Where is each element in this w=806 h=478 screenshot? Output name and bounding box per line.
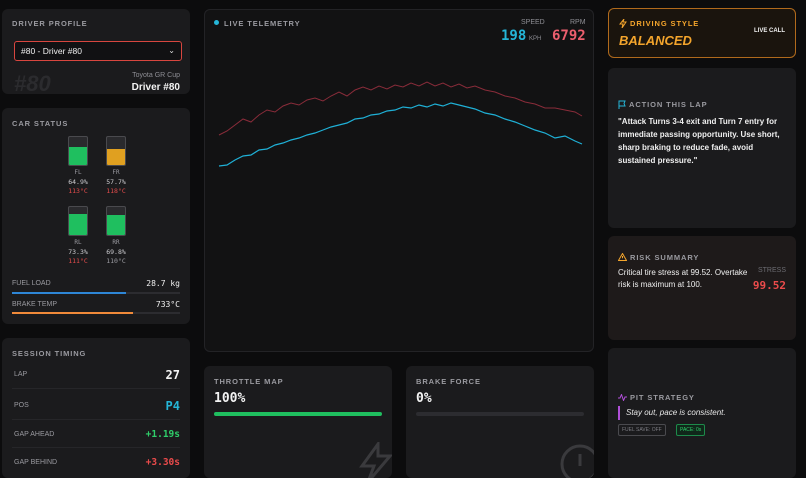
flag-icon (618, 100, 626, 109)
throttle-value: 100% (214, 391, 246, 406)
tire-fl-gauge (68, 136, 88, 166)
driver-select[interactable]: #80 - Driver #80 ⌄ (14, 41, 182, 61)
tire-fl-wear: 64.9% (68, 178, 88, 186)
tire-fr-gauge (106, 136, 126, 166)
brake-force-value: 0% (416, 391, 432, 406)
brake-force-title: BRAKE FORCE (416, 377, 481, 386)
session-timing-title: SESSION TIMING (12, 349, 87, 358)
brake-temp-bar-fill (12, 312, 133, 314)
pit-strategy-title: PIT STRATEGY (630, 393, 695, 402)
driving-style-title: DRIVING STYLE (630, 19, 700, 28)
live-telemetry-panel: LIVE TELEMETRY SPEED RPM 198 KPH 6792 (204, 9, 594, 352)
speed-value: 198 (501, 28, 527, 44)
pit-strategy-panel: PIT STRATEGY Stay out, pace is consisten… (608, 348, 796, 478)
activity-icon (618, 394, 627, 401)
gap-behind-label: GAP BEHIND (14, 459, 58, 466)
speed-unit: KPH (529, 36, 542, 42)
car-status-title: CAR STATUS (12, 119, 69, 128)
throttle-bar-fill (214, 412, 382, 416)
tire-rr-wear: 69.8% (106, 248, 126, 256)
lap-label: LAP (14, 371, 28, 378)
telemetry-chart (218, 81, 583, 167)
gap-ahead-value: +1.19s (145, 429, 180, 440)
row-divider (12, 388, 180, 389)
tire-rr-label: RR (112, 239, 120, 246)
pit-accent-bar (618, 406, 620, 420)
live-dot-icon (214, 20, 219, 25)
stress-value: 99.52 (752, 279, 786, 292)
driving-style-value: BALANCED (619, 33, 692, 48)
gap-ahead-label: GAP AHEAD (14, 431, 55, 438)
speed-trace-line (218, 102, 583, 167)
brake-force-panel: BRAKE FORCE 0% (406, 366, 594, 478)
action-this-lap-panel: ACTION THIS LAP (608, 68, 796, 228)
driver-profile-title: DRIVER PROFILE (12, 19, 88, 28)
driving-style-panel: DRIVING STYLE LIVE CALL BALANCED (608, 8, 796, 58)
tire-rr: RR 69.8% 110°C (88, 206, 144, 265)
risk-summary-title: RISK SUMMARY (630, 253, 700, 262)
fuel-load-bar (12, 292, 180, 294)
action-this-lap-title: ACTION THIS LAP (629, 100, 708, 109)
brake-temp-value: 733°C (155, 300, 180, 309)
speed-label: SPEED (521, 19, 545, 26)
row-divider (12, 419, 180, 420)
brake-force-bar (416, 412, 584, 416)
live-telemetry-title: LIVE TELEMETRY (224, 19, 301, 28)
tire-fl-temp: 113°C (68, 187, 88, 195)
tire-fr-temp: 118°C (106, 187, 126, 195)
car-number: #80 (14, 71, 51, 94)
tire-rr-gauge (106, 206, 126, 236)
tire-fr: FR 57.7% 118°C (88, 136, 144, 195)
driver-select-value: #80 - Driver #80 (21, 46, 82, 56)
rpm-value: 6792 (552, 28, 586, 44)
warning-triangle-icon (618, 253, 627, 261)
brake-temp-label: BRAKE TEMP (12, 301, 57, 308)
fuel-load-label: FUEL LOAD (12, 280, 51, 287)
fuel-load-bar-fill (12, 292, 127, 294)
series-name: Toyota GR Cup (132, 72, 180, 79)
tire-fr-label: FR (112, 169, 120, 176)
tire-rl-label: RL (74, 239, 82, 246)
gap-behind-value: +3.30s (145, 457, 180, 468)
tire-rr-temp: 110°C (106, 257, 126, 265)
throttle-bar (214, 412, 382, 416)
session-timing-panel: SESSION TIMING LAP 27 POS P4 GAP AHEAD +… (2, 338, 190, 478)
alert-circle-icon (560, 444, 594, 478)
tire-fl-label: FL (74, 169, 82, 176)
throttle-map-title: THROTTLE MAP (214, 377, 284, 386)
pos-label: POS (14, 402, 29, 409)
car-status-panel: CAR STATUS FL 64.9% 113°C FR 57.7% 118°C… (2, 108, 190, 324)
pos-value: P4 (165, 399, 180, 413)
risk-text: Critical tire stress at 99.52. Overtake … (618, 268, 748, 289)
tire-rl: RL 73.3% 111°C (50, 206, 106, 265)
tire-rl-gauge (68, 206, 88, 236)
fuel-load-value: 28.7 kg (146, 279, 180, 288)
pit-text: Stay out, pace is consistent. (626, 408, 726, 417)
risk-summary-panel: RISK SUMMARY STRESS 99.52 (608, 236, 796, 340)
live-call-badge: LIVE CALL (754, 28, 785, 34)
driver-name: Driver #80 (131, 82, 180, 93)
rpm-label: RPM (570, 19, 586, 26)
tire-rl-wear: 73.3% (68, 248, 88, 256)
tire-fr-wear: 57.7% (106, 178, 126, 186)
action-text: "Attack Turns 3-4 exit and Turn 7 entry … (618, 117, 780, 165)
pace-chip: PACE: 0s (676, 424, 706, 436)
tire-rl-temp: 111°C (68, 257, 88, 265)
fuel-save-chip: FUEL SAVE: OFF (618, 424, 666, 436)
throttle-map-panel: THROTTLE MAP 100% (204, 366, 392, 478)
rpm-trace-line (218, 81, 583, 136)
tire-fl: FL 64.9% 113°C (50, 136, 106, 195)
row-divider (12, 447, 180, 448)
brake-temp-bar (12, 312, 180, 314)
driver-profile-panel: DRIVER PROFILE #80 - Driver #80 ⌄ #80 To… (2, 9, 190, 94)
lap-value: 27 (165, 368, 180, 382)
chevron-down-icon: ⌄ (168, 46, 175, 55)
stress-label: STRESS (757, 267, 786, 274)
lightning-icon (359, 442, 392, 478)
lightning-icon (619, 19, 627, 28)
